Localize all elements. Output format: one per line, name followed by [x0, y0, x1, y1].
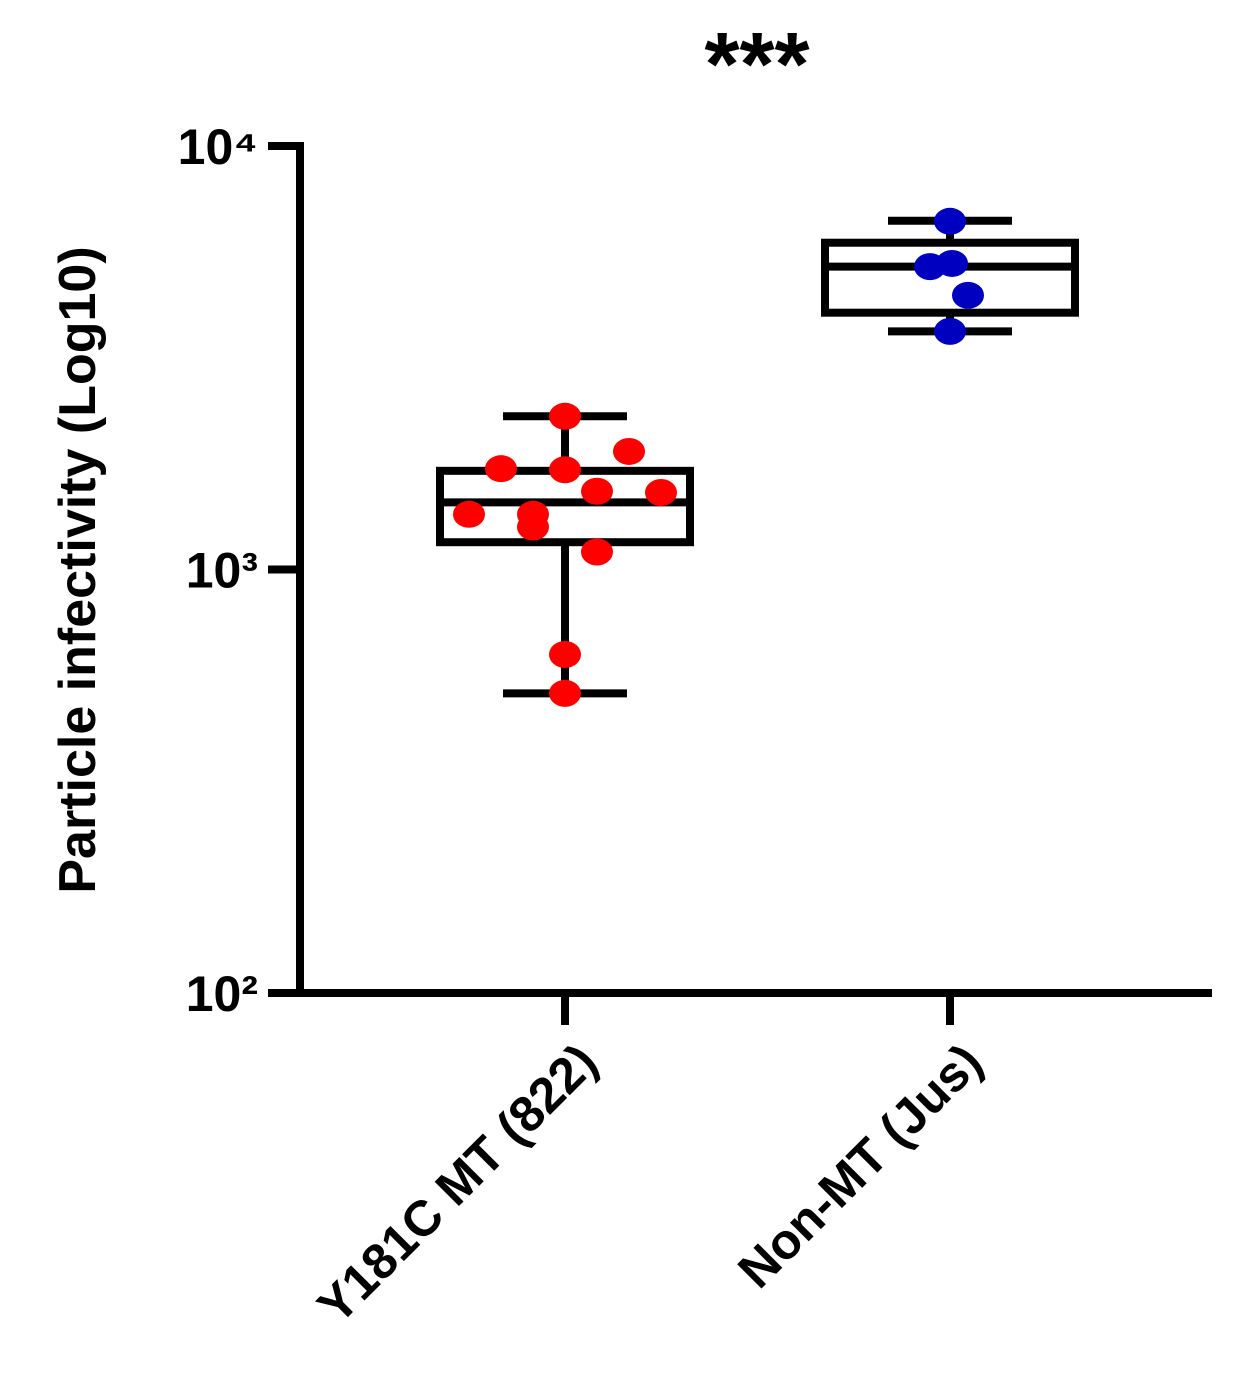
data-point [549, 679, 581, 707]
data-point [485, 455, 517, 483]
significance: *** [704, 15, 809, 115]
data-point [549, 402, 581, 430]
data-point [645, 478, 677, 506]
data-point [934, 207, 966, 235]
data-point [517, 513, 549, 541]
data-point [581, 477, 613, 505]
data-point [549, 456, 581, 484]
data-point [453, 500, 485, 528]
data-point [936, 249, 968, 277]
data-point [613, 437, 645, 465]
y-axis-label: Particle infectivity (Log10) [49, 246, 107, 893]
y-tick-label: 10³ [186, 543, 258, 599]
x-tick-label: Y181C MT (822) [307, 1033, 608, 1334]
data-point [934, 317, 966, 345]
data-point [952, 281, 984, 309]
data-point [581, 538, 613, 566]
x-tick-label: Non-MT (Jus) [727, 1033, 992, 1298]
data-point [549, 640, 581, 668]
y-tick-label: 10² [186, 966, 258, 1022]
y-tick-label: 10⁴ [178, 119, 258, 175]
